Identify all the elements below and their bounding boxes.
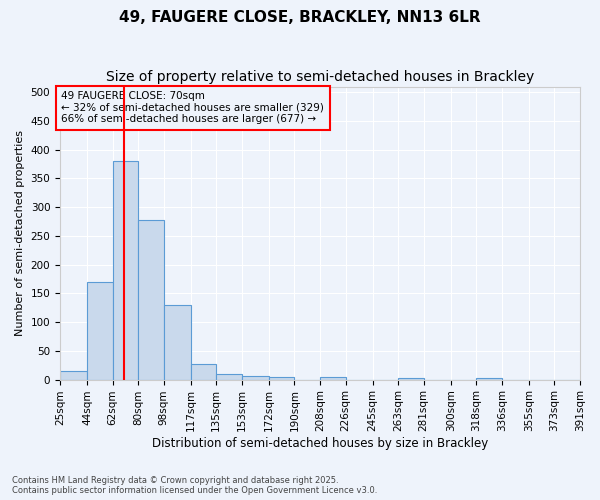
- Bar: [269, 376, 295, 380]
- Text: 49 FAUGERE CLOSE: 70sqm
← 32% of semi-detached houses are smaller (329)
66% of s: 49 FAUGERE CLOSE: 70sqm ← 32% of semi-de…: [61, 91, 325, 124]
- X-axis label: Distribution of semi-detached houses by size in Brackley: Distribution of semi-detached houses by …: [152, 437, 488, 450]
- Bar: [476, 378, 502, 380]
- Bar: [191, 364, 217, 380]
- Bar: [242, 376, 269, 380]
- Bar: [164, 305, 191, 380]
- Bar: [87, 282, 113, 380]
- Bar: [217, 374, 242, 380]
- Bar: [398, 378, 424, 380]
- Bar: [138, 220, 164, 380]
- Bar: [113, 162, 138, 380]
- Bar: [320, 376, 346, 380]
- Text: Contains HM Land Registry data © Crown copyright and database right 2025.
Contai: Contains HM Land Registry data © Crown c…: [12, 476, 377, 495]
- Text: 49, FAUGERE CLOSE, BRACKLEY, NN13 6LR: 49, FAUGERE CLOSE, BRACKLEY, NN13 6LR: [119, 10, 481, 25]
- Bar: [60, 371, 87, 380]
- Title: Size of property relative to semi-detached houses in Brackley: Size of property relative to semi-detach…: [106, 70, 534, 84]
- Y-axis label: Number of semi-detached properties: Number of semi-detached properties: [15, 130, 25, 336]
